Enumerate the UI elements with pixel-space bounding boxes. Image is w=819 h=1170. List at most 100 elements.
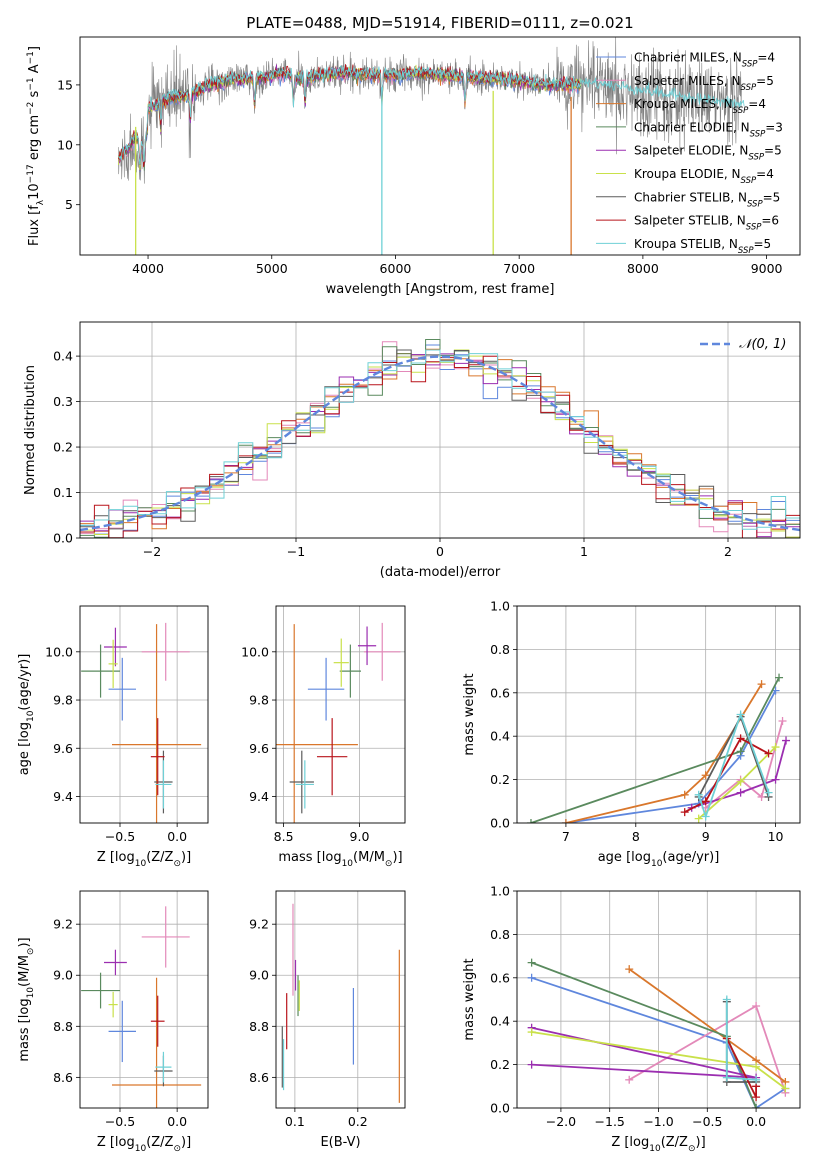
y-tick-label: 8.6 [53, 1070, 73, 1085]
y-tick-label: 0.8 [490, 642, 510, 657]
series-line [531, 976, 786, 1108]
series-marker [527, 973, 536, 982]
y-tick-label: 9.2 [53, 917, 73, 932]
x-axis-label: E(B-V) [320, 1135, 360, 1150]
series-chabrier_elodie [526, 673, 784, 823]
series-marker [736, 734, 745, 743]
x-tick-label: 2 [724, 544, 732, 559]
legend-label-kroupa_miles: Kroupa MILES, NSSP=4 [634, 97, 766, 116]
series-salpeter_stelib [680, 734, 773, 817]
series-marker [752, 1002, 761, 1011]
plot-area [81, 622, 202, 823]
legend-label-salpeter_stelib: Salpeter STELIB, NSSP=6 [634, 214, 779, 233]
y-tick-label: 0.0 [490, 816, 510, 831]
series-kroupa_elodie [527, 1028, 790, 1093]
x-tick-label: 8 [632, 829, 640, 844]
y-axis-label: Normed distribution [23, 365, 38, 495]
series-marker [694, 790, 703, 799]
x-axis-label: (data-model)/error [380, 565, 501, 580]
x-tick-label: 9.0 [350, 829, 370, 844]
data-point-kroupa_stelib [155, 760, 172, 809]
legend-label-chabrier_stelib: Chabrier STELIB, NSSP=5 [634, 190, 780, 209]
series-marker [526, 819, 535, 823]
y-tick-label: 9.0 [53, 968, 73, 983]
axes-frame [79, 890, 209, 1109]
y-axis-label: age [log10(age/yr)] [17, 654, 36, 776]
x-axis-label: age [log10(age/yr)] [598, 850, 720, 869]
series-marker [561, 819, 570, 823]
data-point-salpeter_miles [141, 906, 190, 968]
y-axis-label: mass weight [462, 673, 477, 755]
normal-curve [80, 355, 800, 532]
series-salpeter_miles [701, 717, 787, 812]
y-tick-label: 0.6 [490, 685, 510, 700]
series-kroupa_stelib [722, 995, 761, 1084]
series-marker [752, 1062, 761, 1071]
x-tick-label: 7 [562, 829, 570, 844]
series-marker [701, 812, 710, 821]
axes-age_vs_Z: −0.5 0.0 9.4 9.6 9.8 10.0 Z [log10(Z/Z⊙)] age [… [17, 605, 209, 869]
x-tick-label: −2.0 [546, 1114, 576, 1129]
series-kroupa_stelib [694, 710, 773, 821]
model-spectrum-kroupa_stelib [118, 65, 745, 165]
y-tick-label: 0.2 [490, 1057, 510, 1072]
series-marker [527, 958, 536, 967]
series-marker [694, 814, 703, 823]
series-line [725, 1038, 757, 1098]
series-marker [752, 1104, 761, 1108]
series-marker [736, 777, 745, 786]
series-line [565, 690, 777, 823]
x-tick-label: −1 [287, 544, 305, 559]
series-marker [752, 1093, 761, 1102]
series-marker [722, 995, 731, 1004]
series-marker [757, 792, 766, 801]
x-tick-label: 8000 [627, 261, 659, 276]
y-tick-label: 0.2 [53, 440, 73, 455]
y-tick-label: 1.0 [490, 884, 510, 899]
data-point-chabrier_elodie [339, 644, 361, 698]
y-tick-label: 0.6 [490, 970, 510, 985]
series-marker [701, 797, 710, 806]
chart-title: PLATE=0488, MJD=51914, FIBERID=0111, z=0… [246, 14, 633, 32]
x-tick-label: 7000 [503, 261, 535, 276]
x-tick-label: 0.0 [746, 1114, 766, 1129]
y-axis-label: mass weight [462, 958, 477, 1040]
y-tick-label: 0.8 [490, 927, 510, 942]
axes-frame [79, 321, 801, 539]
y-tick-label: 15 [57, 77, 73, 92]
data-point-salpeter_elodie [104, 627, 127, 667]
data-point-salpeter_elodie [357, 626, 377, 666]
y-tick-label: 8.8 [249, 1019, 269, 1034]
series-line [684, 737, 770, 813]
data-point-chabrier_stelib [289, 750, 314, 814]
y-axis-label: mass [log10(M/M⊙)] [17, 937, 36, 1061]
data-point-kroupa_elodie [108, 991, 118, 1018]
x-tick-label: 1 [580, 544, 588, 559]
data-point-kroupa_miles [276, 624, 358, 823]
series-salpeter_elodie [527, 1023, 761, 1082]
series-marker [782, 736, 791, 745]
series-marker [752, 1075, 761, 1084]
data-point-salpeter_miles [364, 622, 401, 681]
axes-frame [516, 890, 801, 1109]
plot-area [276, 622, 401, 823]
x-tick-label: −0.5 [692, 1114, 722, 1129]
plot-area [80, 339, 800, 538]
series-marker [625, 1075, 634, 1084]
x-tick-label: 0.0 [167, 1114, 187, 1129]
x-tick-label: 0.2 [348, 1114, 368, 1129]
y-tick-label: 1.0 [490, 599, 510, 614]
series-marker [680, 808, 689, 817]
y-tick-label: 9.4 [53, 789, 73, 804]
y-tick-label: 0.3 [53, 394, 73, 409]
series-marker [781, 1084, 790, 1093]
x-tick-label: −0.5 [105, 1114, 135, 1129]
series-line [691, 740, 787, 809]
axes-mass_vs_Z: −0.5 0.0 8.6 8.8 9.0 9.2 Z [log10(Z/Z⊙)] mass [… [17, 890, 209, 1154]
series-marker [527, 1028, 536, 1037]
y-tick-label: 0.4 [490, 1014, 510, 1029]
series-marker [722, 1073, 731, 1082]
y-tick-label: 9.4 [249, 789, 269, 804]
x-tick-label: −1.0 [643, 1114, 673, 1129]
